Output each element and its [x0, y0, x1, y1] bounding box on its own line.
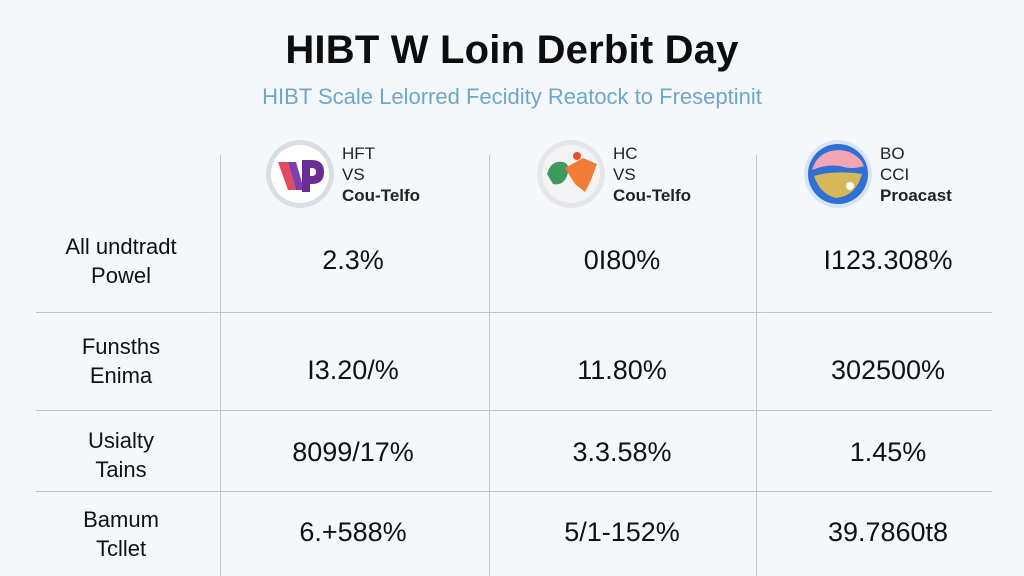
column-header-line3: Proacast [880, 185, 952, 205]
hc-logo-icon [537, 140, 605, 208]
row-label-line1: Bamum [83, 507, 159, 532]
page-subtitle: HIBT Scale Lelorred Fecidity Reatock to … [262, 84, 762, 109]
grid-divider [489, 155, 490, 576]
row-label-line1: Usialty [87, 428, 154, 453]
column-header-line1: BO [880, 143, 905, 163]
column-header-line3: Cou-Telfo [613, 185, 692, 205]
table-cell: 11.80% [577, 355, 667, 385]
table-cell: 3.3.58% [572, 437, 672, 467]
row-label: Bamum Tcllet [36, 505, 206, 563]
column-header-line2: VS [613, 164, 636, 184]
row-label-line2: Tcllet [95, 536, 147, 561]
table-cell: I3.20/% [307, 355, 399, 385]
row-label-line1: All undtradt [65, 234, 177, 259]
grid-divider [756, 155, 757, 576]
column-header-2: HC VS Cou-Telfo [537, 136, 691, 212]
column-header-line1: HFT [342, 143, 376, 163]
table-cell: 5/1-152% [564, 517, 680, 547]
row-label-line2: Tains [95, 457, 147, 482]
hft-logo-icon [266, 140, 334, 208]
table-cell: 2.3% [322, 245, 384, 275]
table-cell: 6.+588% [299, 517, 407, 547]
grid-divider [220, 155, 221, 576]
column-header-1: HFT VS Cou-Telfo [266, 136, 420, 212]
column-header-line1: HC [613, 143, 638, 163]
row-label: Funsths Enima [36, 332, 206, 390]
grid-divider [36, 312, 992, 313]
table-cell: 302500% [830, 355, 946, 385]
grid-divider [36, 491, 992, 492]
row-label-line2: Powel [91, 263, 151, 288]
row-label-line1: Funsths [81, 334, 161, 359]
table-cell: 39.7860t8 [827, 517, 949, 547]
grid-divider [36, 410, 992, 411]
column-header-3: BO CCI Proacast [804, 136, 952, 212]
bo-logo-icon [804, 140, 872, 208]
table-cell: 0I80% [583, 245, 661, 275]
table-cell: 8099/17% [292, 437, 414, 467]
table-cell: 1.45% [849, 437, 927, 467]
row-label: All undtradt Powel [36, 232, 206, 290]
page-title: HIBT W Loin Derbit Day [285, 28, 739, 72]
column-header-line3: Cou-Telfo [342, 185, 421, 205]
column-header-line2: VS [342, 164, 365, 184]
row-label-line2: Enima [89, 363, 153, 388]
row-label: Usialty Tains [36, 426, 206, 484]
column-header-line2: CCI [880, 164, 910, 184]
table-cell: I123.308% [823, 245, 953, 275]
